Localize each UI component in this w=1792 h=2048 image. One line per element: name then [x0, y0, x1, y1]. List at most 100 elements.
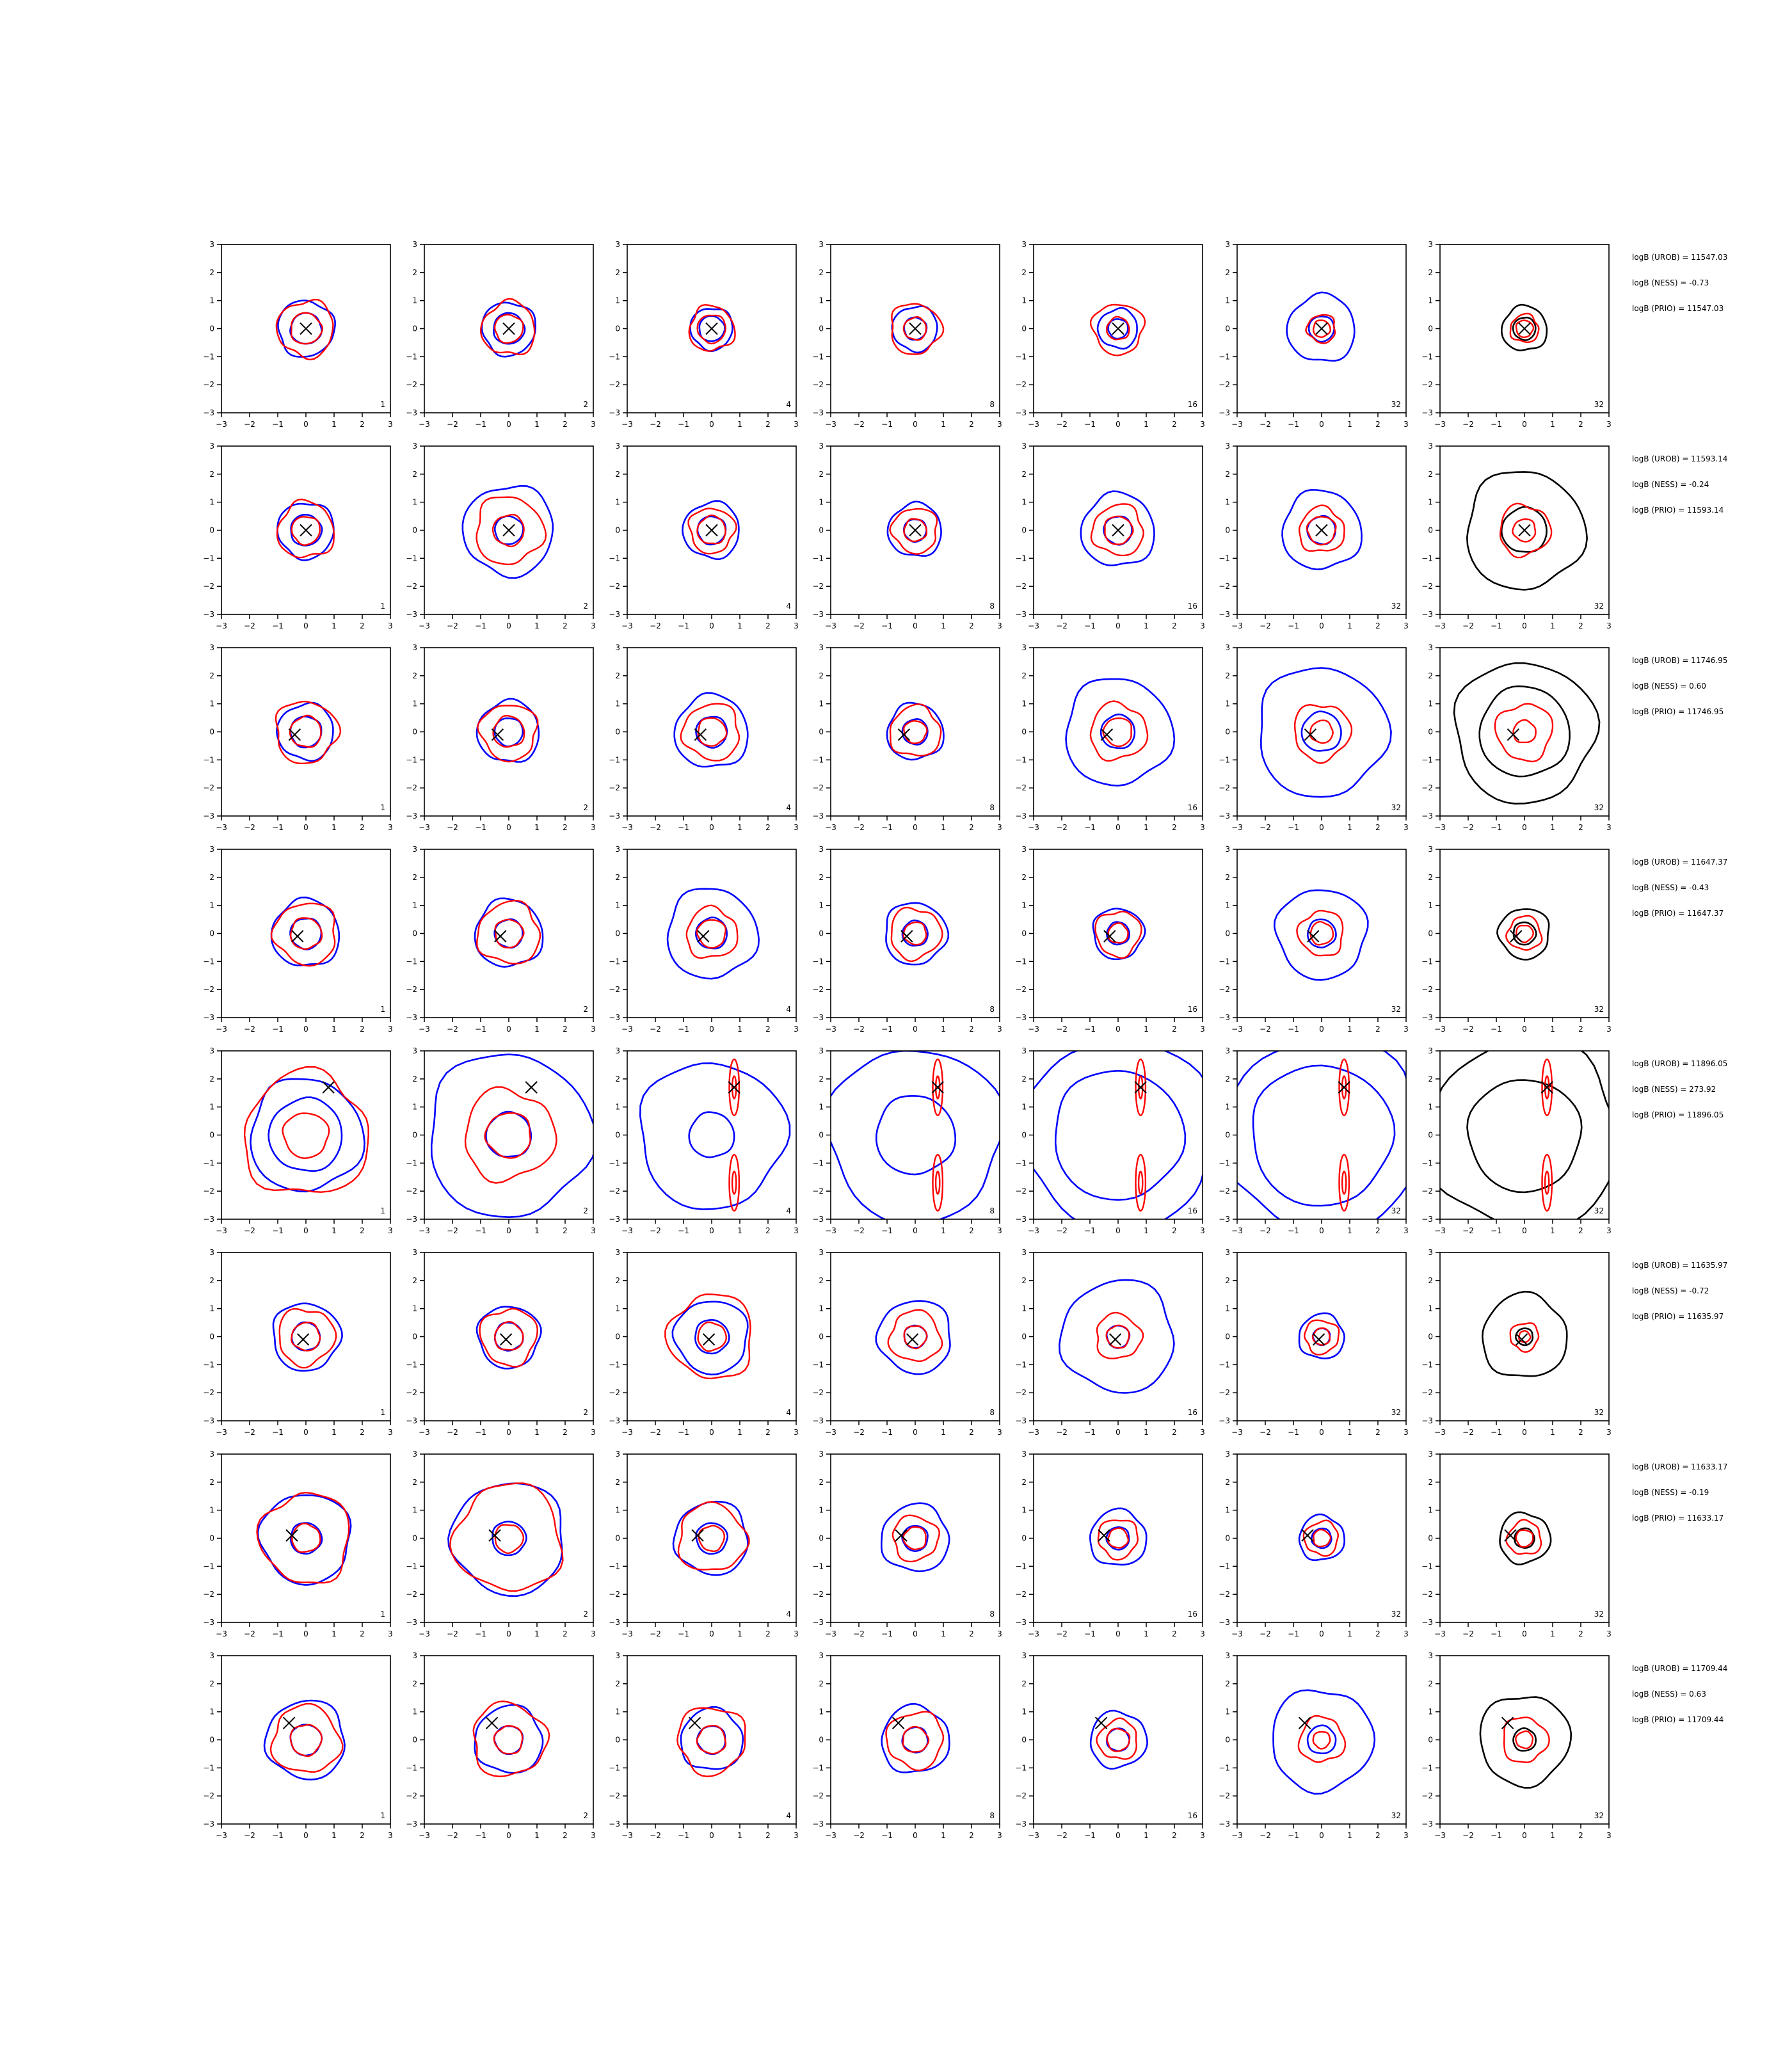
y-tick-label: 3 — [615, 1651, 620, 1660]
x-tick-label: 1 — [1347, 1831, 1352, 1840]
y-tick-label: 0 — [1225, 526, 1230, 535]
x-tick-label: −1 — [475, 420, 486, 429]
y-tick-label: 3 — [1225, 1248, 1230, 1257]
red-contour — [1509, 1322, 1540, 1353]
red-contour — [479, 298, 536, 356]
x-tick-label: 0 — [1116, 1831, 1121, 1840]
y-tick-label: 2 — [819, 1276, 824, 1285]
black-contour — [1479, 1696, 1572, 1789]
red-contour — [664, 1293, 751, 1380]
subplot-r7-c1: −3 −2 −1 0 1 2 3 −3 −2 −1 0 1 2 3 1 — [203, 1450, 393, 1638]
y-tick-label: 3 — [209, 240, 214, 249]
blue-contour — [1092, 908, 1146, 961]
y-tick-label: −3 — [406, 1013, 417, 1022]
y-tick-label: 0 — [819, 1332, 824, 1341]
x-tick-label: −3 — [825, 823, 836, 832]
x-tick-label: 0 — [1319, 1226, 1324, 1235]
column-label: 4 — [786, 803, 791, 812]
y-tick-label: 3 — [412, 442, 417, 451]
y-tick-label: 1 — [1225, 1506, 1230, 1515]
y-tick-label: 2 — [1021, 671, 1027, 680]
y-tick-label: −3 — [1219, 812, 1230, 820]
y-tick-label: 2 — [1021, 1478, 1027, 1487]
y-tick-label: 1 — [1021, 498, 1027, 507]
y-tick-label: 1 — [615, 498, 620, 507]
x-tick-label: 1 — [737, 1831, 742, 1840]
y-tick-label: −2 — [812, 1791, 824, 1800]
x-tick-label: −1 — [1288, 420, 1299, 429]
subplot-r2-c6: −3 −2 −1 0 1 2 3 −3 −2 −1 0 1 2 3 32 — [1219, 442, 1409, 630]
x-tick-label: 1 — [1550, 621, 1555, 630]
x-tick-label: −3 — [1028, 1629, 1039, 1638]
marker-x — [1315, 524, 1328, 537]
y-tick-label: 3 — [819, 845, 824, 854]
y-tick-label: −1 — [203, 352, 214, 361]
x-tick-label: 0 — [303, 621, 308, 630]
red-contour — [494, 1524, 525, 1555]
y-tick-label: −3 — [1015, 1416, 1027, 1425]
blue-contour — [901, 718, 929, 746]
blue-contour — [493, 515, 524, 545]
x-tick-label: −2 — [447, 1025, 458, 1034]
x-tick-label: 3 — [1404, 621, 1409, 630]
x-tick-label: 0 — [1319, 1831, 1324, 1840]
x-tick-label: −2 — [244, 1428, 255, 1437]
x-tick-label: 0 — [1319, 420, 1324, 429]
marker-x — [291, 930, 304, 943]
blue-contour — [290, 1522, 323, 1555]
x-tick-label: 0 — [1116, 420, 1121, 429]
subplot-r5-c4: −3 −2 −1 0 1 2 3 −3 −2 −1 0 1 2 3 8 — [812, 1046, 1002, 1235]
y-tick-label: −3 — [1015, 408, 1027, 417]
y-tick-label: −3 — [1015, 1618, 1027, 1627]
y-tick-label: 2 — [1428, 1276, 1433, 1285]
y-tick-label: −3 — [203, 812, 214, 820]
red-contour — [1512, 719, 1537, 744]
y-tick-label: −2 — [609, 985, 620, 994]
red-contour — [291, 1523, 321, 1553]
subplot-r3-c2: −3 −2 −1 0 1 2 3 −3 −2 −1 0 1 2 3 2 — [406, 643, 596, 832]
blue-contour — [1080, 490, 1155, 566]
column-label: 32 — [1594, 602, 1604, 611]
y-tick-label: 2 — [1428, 268, 1433, 277]
y-tick-label: −3 — [1219, 610, 1230, 619]
x-tick-label: 2 — [969, 1629, 974, 1638]
x-tick-label: 1 — [1144, 1226, 1149, 1235]
stats-text: logB (UROB) = 11746.95 — [1632, 656, 1727, 665]
y-tick-label: −1 — [1421, 957, 1433, 966]
y-tick-label: −3 — [406, 408, 417, 417]
red-contour — [1305, 314, 1336, 344]
y-tick-label: −2 — [1421, 1791, 1433, 1800]
column-label: 8 — [989, 1811, 995, 1820]
y-tick-label: 1 — [615, 700, 620, 708]
x-tick-label: 1 — [941, 1025, 946, 1034]
marker-x — [909, 524, 922, 537]
marker-x — [1100, 728, 1114, 741]
y-tick-label: −2 — [609, 783, 620, 792]
red-contour — [1304, 1319, 1340, 1356]
column-label: 4 — [786, 1408, 791, 1417]
y-tick-label: 3 — [819, 1651, 824, 1660]
y-tick-label: −1 — [406, 1763, 417, 1772]
x-tick-label: 2 — [765, 1831, 771, 1840]
x-tick-label: −3 — [216, 1629, 227, 1638]
x-tick-label: −2 — [853, 1428, 865, 1437]
y-tick-label: 3 — [1225, 442, 1230, 451]
y-tick-label: 1 — [412, 901, 417, 910]
x-tick-label: −2 — [1056, 420, 1068, 429]
x-tick-label: 3 — [591, 621, 596, 630]
column-label: 4 — [786, 1610, 791, 1619]
marker-x — [909, 322, 922, 335]
x-tick-label: 0 — [1522, 1226, 1527, 1235]
x-tick-label: 3 — [1404, 1025, 1409, 1034]
x-tick-label: −3 — [825, 420, 836, 429]
marker-x — [1112, 524, 1124, 537]
x-tick-label: 0 — [1116, 621, 1121, 630]
red-contour — [1137, 1171, 1144, 1195]
x-tick-label: 3 — [997, 1226, 1002, 1235]
x-tick-label: 1 — [1550, 1831, 1555, 1840]
x-tick-label: −2 — [244, 1629, 255, 1638]
x-tick-label: 0 — [1522, 420, 1527, 429]
contour-lines — [1237, 1051, 1406, 1219]
y-tick-label: 0 — [615, 526, 620, 535]
